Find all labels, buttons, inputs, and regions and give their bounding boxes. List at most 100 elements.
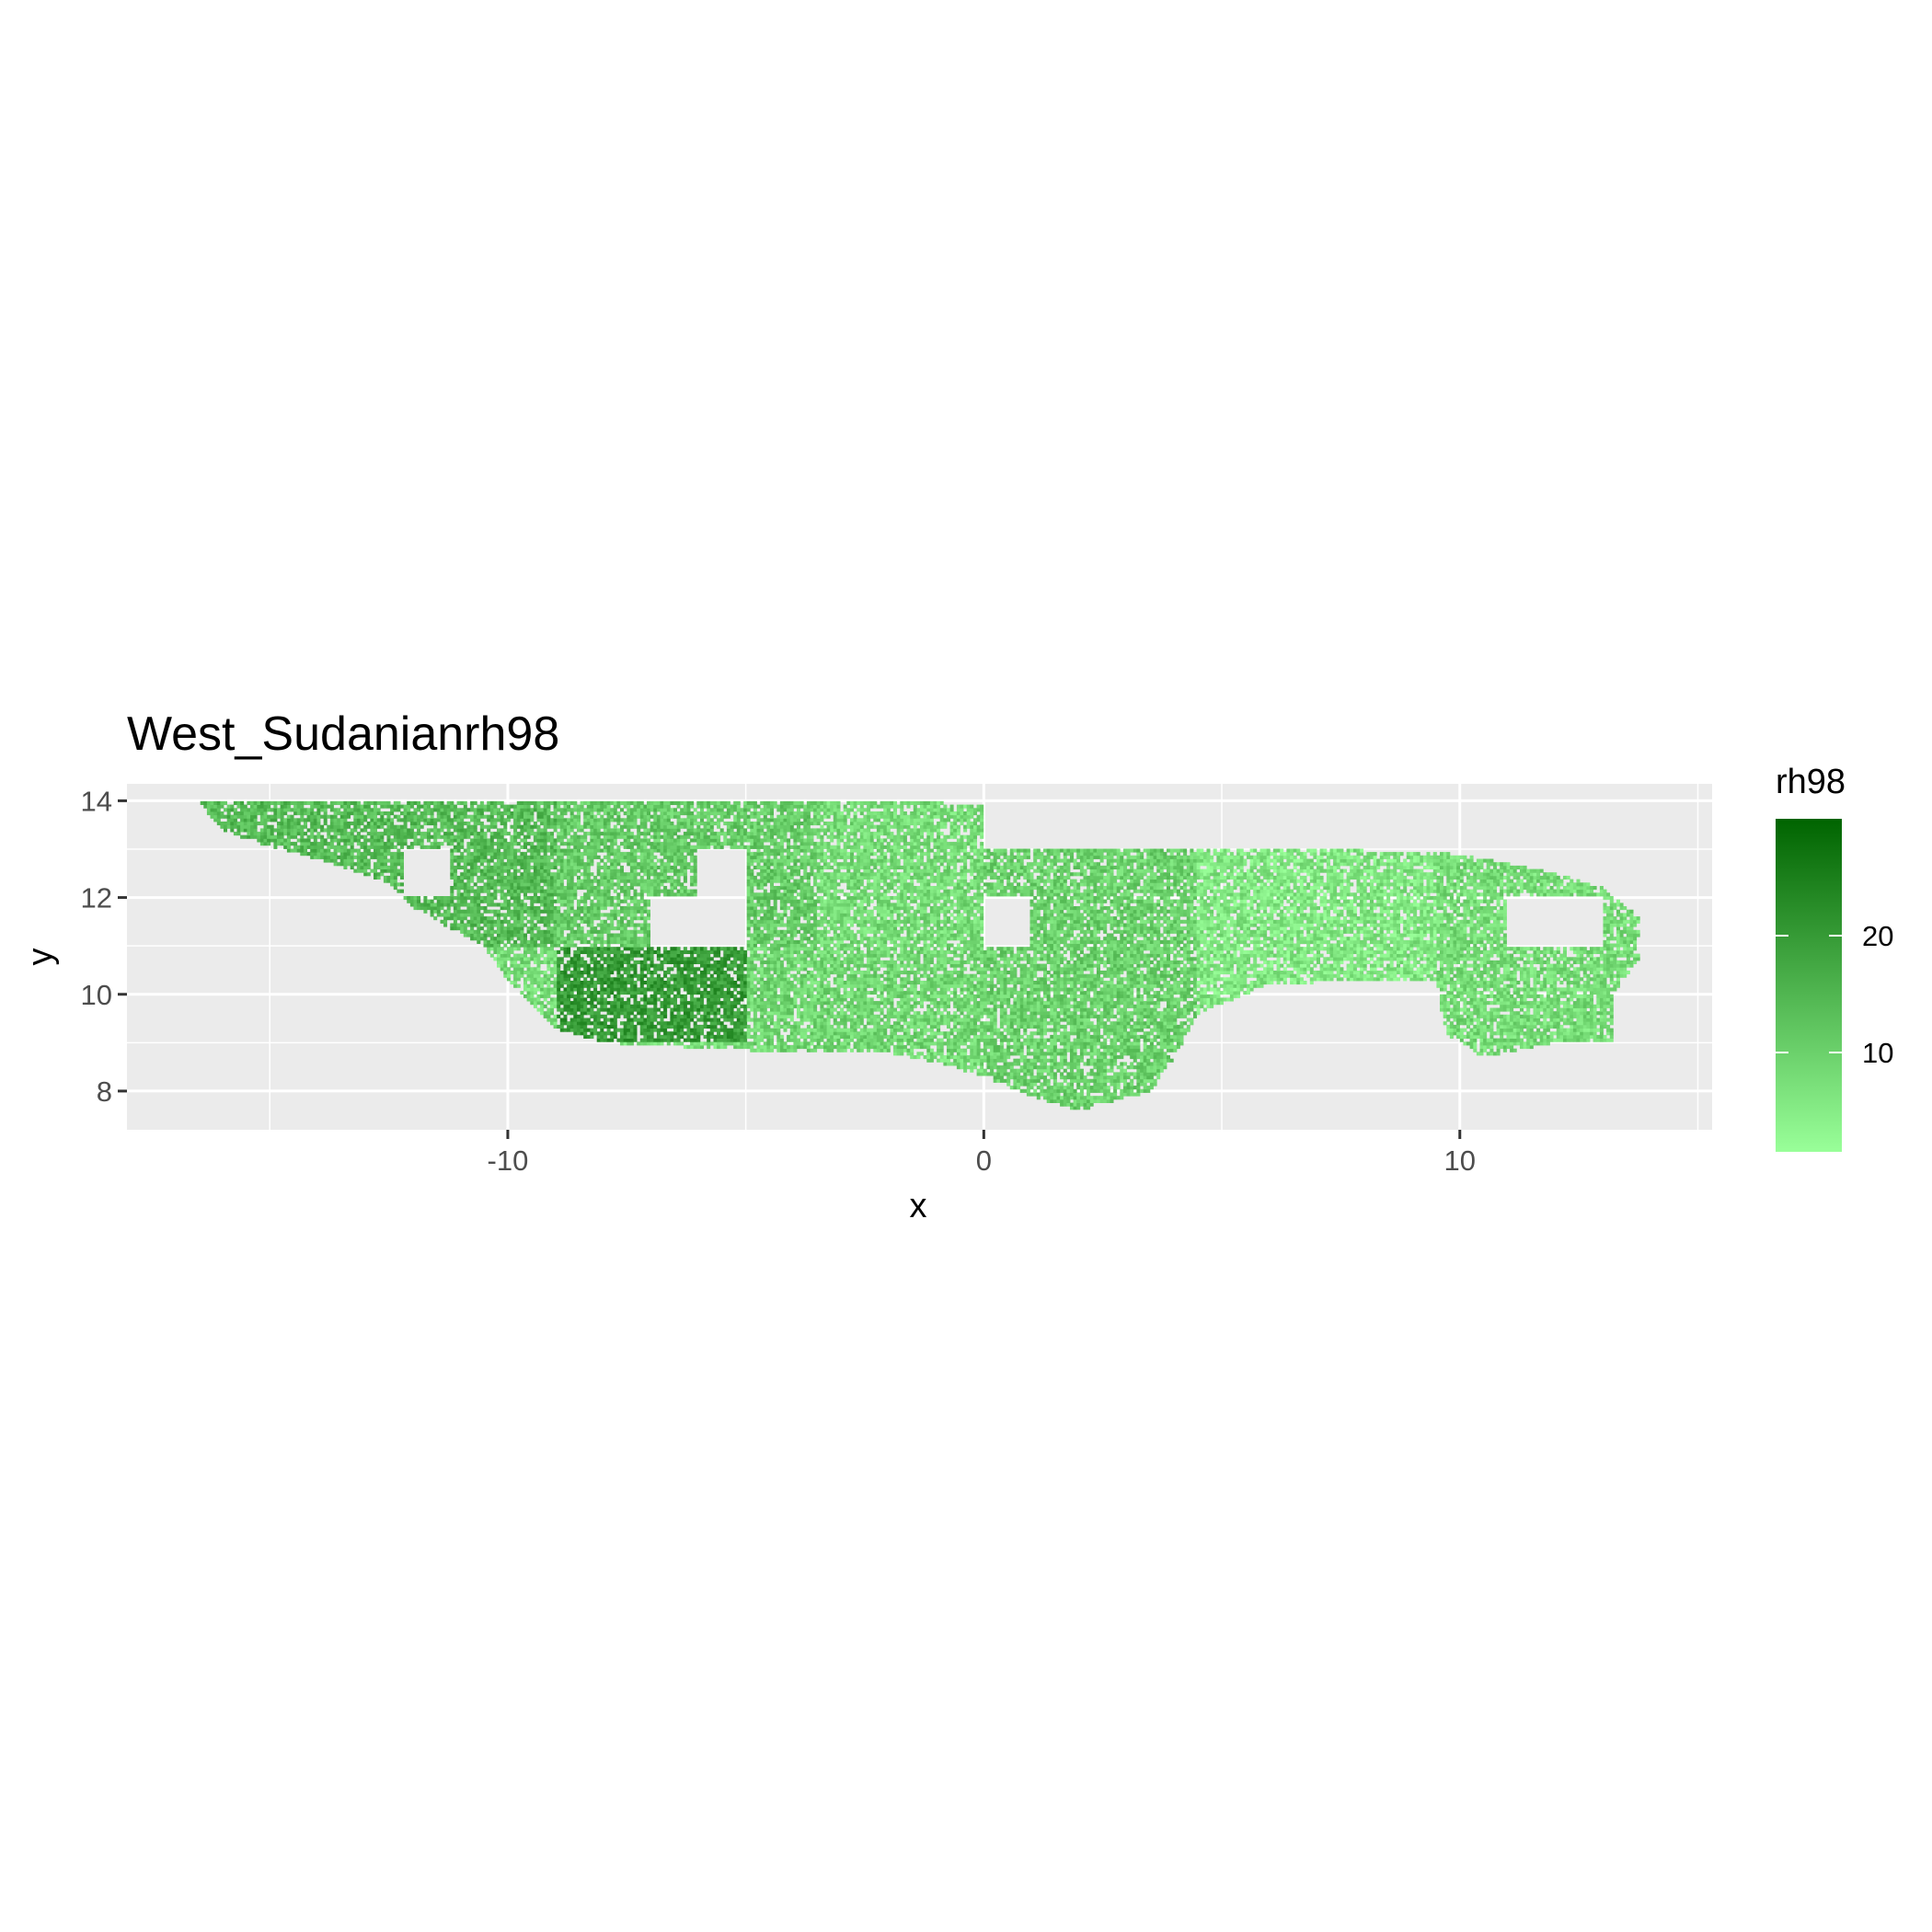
raster-cell [1106,1098,1110,1103]
raster-cell [593,987,598,992]
raster-cell [530,977,535,982]
raster-cell [1140,1075,1144,1080]
raster-cell [1500,1038,1504,1042]
raster-cell [896,1021,901,1026]
raster-cell [1533,981,1537,985]
raster-cell [1520,994,1524,998]
raster-cell [929,1055,934,1060]
raster-cell [913,983,917,988]
raster-cell [937,1041,941,1046]
raster-cell [1466,1011,1470,1016]
raster-cell [980,994,984,998]
raster-cell [1466,1014,1470,1018]
raster-cell [1590,983,1593,988]
raster-cell [1606,997,1611,1002]
raster-cell [947,1038,950,1042]
raster-cell [986,1034,991,1039]
raster-cell [1052,1004,1057,1008]
raster-cell [929,991,934,995]
raster-cell [826,983,831,988]
raster-cell [603,1031,607,1036]
raster-cell [1156,1024,1161,1029]
raster-cell [920,994,924,998]
raster-cell [970,1024,974,1029]
raster-cell [557,1014,561,1018]
raster-cell [1019,1001,1024,1006]
raster-cell [740,987,744,992]
raster-cell [953,1001,958,1006]
raster-cell [1463,987,1467,992]
raster-cell [700,1004,704,1008]
raster-cell [713,1034,718,1039]
raster-cell [1052,1082,1057,1087]
raster-cell [1056,1004,1061,1008]
raster-cell [1097,1052,1100,1056]
raster-cell [1103,1098,1108,1103]
raster-cell [929,1041,934,1046]
raster-cell [1043,1088,1047,1093]
raster-cell [1449,997,1454,1002]
raster-cell [857,994,861,998]
raster-cell [719,977,724,982]
raster-cell [896,1011,901,1016]
raster-cell [850,1021,854,1026]
raster-cell [960,1001,964,1006]
raster-cell [693,1014,697,1018]
raster-cell [763,1011,767,1016]
raster-cell [1206,987,1211,992]
raster-cell [826,1024,831,1029]
raster-cell [826,1011,831,1016]
raster-cell [1456,1004,1461,1008]
raster-cell [810,1007,814,1012]
raster-cell [1566,1001,1570,1006]
raster-cell [1456,1021,1461,1026]
raster-cell [653,981,658,985]
raster-cell [693,1038,697,1042]
raster-cell [717,1031,721,1036]
raster-cell [770,994,774,998]
raster-cell [876,1038,880,1042]
raster-cell [787,991,791,995]
raster-cell [993,1038,997,1042]
raster-cell [910,1007,914,1012]
raster-cell [886,1021,891,1026]
raster-cell [966,1004,971,1008]
raster-cell [1043,1004,1047,1008]
raster-cell [1196,994,1201,998]
raster-cell [1017,1014,1021,1018]
raster-cell [813,1007,818,1012]
raster-cell [1070,1045,1074,1050]
raster-cell [1066,1034,1071,1039]
raster-cell [973,1024,977,1029]
raster-cell [1606,994,1611,998]
raster-cell [1543,981,1547,985]
raster-cell [1570,981,1574,985]
raster-cell [943,1041,948,1046]
raster-cell [867,1021,871,1026]
raster-cell [1087,991,1091,995]
raster-cell [1196,997,1201,1002]
raster-cell [1029,1075,1034,1080]
raster-cell [896,1024,901,1029]
raster-cell [960,987,964,992]
raster-cell [1036,1007,1041,1012]
raster-cell [943,1001,948,1006]
raster-cell [1570,1024,1574,1029]
raster-cell [920,1031,924,1036]
raster-cell [1466,994,1470,998]
raster-cell [903,1028,907,1032]
raster-cell [559,1021,564,1026]
raster-cell [1106,981,1110,985]
raster-cell [1029,1031,1034,1036]
raster-cell [1140,1018,1144,1022]
raster-cell [733,1041,738,1046]
raster-cell [569,1018,574,1022]
raster-cell [850,1038,854,1042]
raster-cell [880,1024,884,1029]
raster-cell [1523,1018,1527,1022]
raster-cell [1502,1041,1507,1046]
raster-cell [813,1038,818,1042]
raster-cell [973,1001,977,1006]
raster-cell [1130,1014,1134,1018]
raster-cell [913,1055,917,1060]
